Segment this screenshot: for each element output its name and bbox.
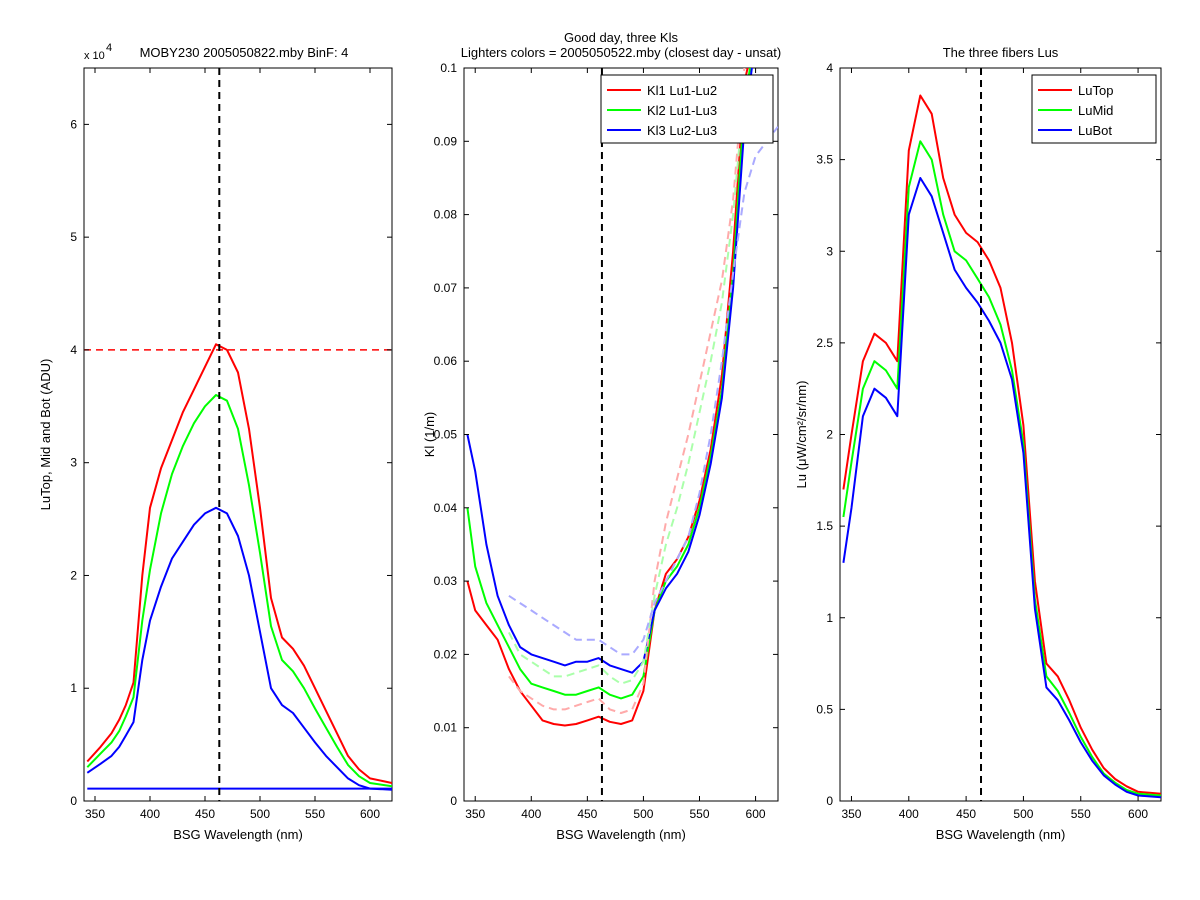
y-tick-label: 0.07 (434, 281, 458, 295)
y-tick-label: 0.03 (434, 574, 458, 588)
plot-area (839, 67, 1162, 802)
legend-label: LuTop (1078, 83, 1113, 98)
series-line-3 (86, 506, 392, 791)
x-tick-label: 550 (305, 807, 325, 821)
y-tick-label: 0.1 (440, 61, 457, 75)
y-tick-label: 0.5 (816, 702, 833, 716)
x-tick-label: 450 (195, 807, 215, 821)
chart-title: MOBY230 2005050822.mby BinF: 4 (140, 45, 349, 60)
x-axis-label: BSG Wavelength (nm) (556, 827, 686, 842)
axis-exponent-base: x 10 (84, 50, 105, 62)
legend-label: LuBot (1078, 123, 1112, 138)
y-tick-label: 0.04 (434, 501, 458, 515)
y-tick-label: 0.02 (434, 647, 458, 661)
series-line-3 (466, 68, 753, 674)
x-tick-label: 500 (250, 807, 270, 821)
y-tick-label: 0.01 (434, 721, 458, 735)
series-line-1 (466, 68, 749, 727)
chart-title: The three fibers Lus (943, 45, 1059, 60)
x-tick-label: 450 (577, 807, 597, 821)
legend-label: Kl2 Lu1-Lu3 (647, 103, 717, 118)
y-tick-label: 4 (70, 343, 77, 357)
y-tick-label: 0 (826, 794, 833, 808)
x-tick-label: 400 (140, 807, 160, 821)
series-line-3 (842, 177, 1161, 799)
y-tick-label: 2.5 (816, 336, 833, 350)
legend-label: LuMid (1078, 103, 1113, 118)
y-tick-label: 1 (70, 681, 77, 695)
chart-panel-2: 350 400 450 500 550 600 0 0.01 0.02 0.03 0.04 0.05 0… (422, 30, 781, 842)
x-tick-label: 550 (1071, 807, 1091, 821)
chart-panel-3: 350 400 450 500 550 600 0 0.5 1 1.5 2 2.5 3 3.5 4 BSG W… (794, 45, 1162, 842)
chart-title: Good day, three Kls (564, 30, 678, 45)
y-tick-label: 2 (826, 428, 833, 442)
y-tick-label: 0 (450, 794, 457, 808)
series-line-2 (466, 68, 752, 700)
y-tick-label: 0.06 (434, 354, 458, 368)
x-tick-label: 500 (1013, 807, 1033, 821)
y-tick-label: 2 (70, 568, 77, 582)
legend: LuTop LuMid LuBot (1031, 74, 1157, 144)
series-layer (84, 68, 392, 801)
legend-label: Kl3 Lu2-Lu3 (647, 123, 717, 138)
x-tick-label: 600 (746, 807, 766, 821)
legend-label: Kl1 Lu1-Lu2 (647, 83, 717, 98)
x-tick-label: 350 (465, 807, 485, 821)
y-axis-label: Lu (μW/cm²/sr/nm) (794, 381, 809, 489)
y-tick-label: 1 (826, 611, 833, 625)
y-tick-label: 3 (826, 244, 833, 258)
legend: Kl1 Lu1-Lu2 Kl2 Lu1-Lu3 Kl3 Lu2-Lu3 (600, 74, 774, 144)
y-tick-label: 0.05 (434, 428, 458, 442)
y-tick-label: 1.5 (816, 519, 833, 533)
series-line-5 (508, 89, 746, 685)
series-line-6 (508, 125, 778, 656)
series-line-1 (86, 343, 392, 784)
series-line-2 (86, 394, 392, 788)
y-tick-label: 5 (70, 230, 77, 244)
x-tick-label: 400 (899, 807, 919, 821)
x-axis-label: BSG Wavelength (nm) (173, 827, 303, 842)
x-axis-label: BSG Wavelength (nm) (936, 827, 1066, 842)
chart-subtitle: Lighters colors = 2005050522.mby (closes… (461, 45, 781, 60)
axis-exponent-power: 4 (106, 42, 112, 54)
y-tick-label: 0.09 (434, 134, 458, 148)
y-axis-label: LuTop, Mid and Bot (ADU) (38, 359, 53, 511)
x-tick-label: 350 (841, 807, 861, 821)
series-line-4 (508, 68, 746, 714)
x-tick-label: 600 (1128, 807, 1148, 821)
x-tick-label: 400 (521, 807, 541, 821)
chart-panel-1: 350 400 450 500 550 600 0 1 2 3 4 5 6 BSG Wavelength … (38, 42, 393, 842)
x-tick-label: 500 (633, 807, 653, 821)
x-tick-label: 450 (956, 807, 976, 821)
y-tick-label: 0.08 (434, 208, 458, 222)
y-tick-label: 4 (826, 61, 833, 75)
y-tick-label: 0 (70, 794, 77, 808)
x-tick-label: 350 (85, 807, 105, 821)
y-axis-label: Kl (1/m) (422, 412, 437, 458)
series-line-1 (842, 94, 1161, 795)
x-tick-label: 600 (360, 807, 380, 821)
plot-area (463, 67, 779, 802)
x-tick-label: 550 (689, 807, 709, 821)
series-line-2 (842, 140, 1161, 797)
y-tick-label: 6 (70, 117, 77, 131)
y-tick-label: 3.5 (816, 153, 833, 167)
series-layer (466, 68, 778, 801)
y-tick-label: 3 (70, 456, 77, 470)
series-layer (842, 68, 1161, 801)
